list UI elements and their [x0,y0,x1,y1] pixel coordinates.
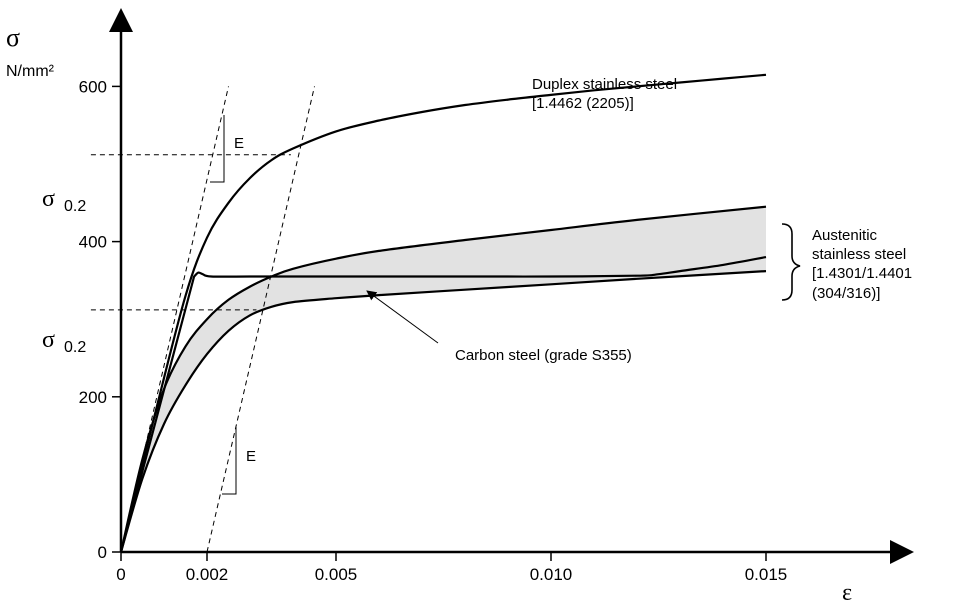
reference-lines-layer [90,86,315,553]
svg-text:Carbon steel (grade S355): Carbon steel (grade S355) [455,347,632,364]
proof-stress-label-lower: σ 0.2 [42,327,86,356]
svg-text:(304/316)]: (304/316)] [812,285,880,302]
x-tick-label-4: 0.015 [745,565,788,584]
svg-text:σ: σ [42,327,55,353]
svg-text:0.2: 0.2 [64,198,86,215]
svg-text:stainless steel: stainless steel [812,246,906,263]
austenitic-label: Austenitic stainless steel [1.4301/1.440… [781,223,912,302]
modulus-offset-line-1 [120,86,229,553]
duplex-curve [119,73,767,553]
x-tick-labels: 0 0.002 0.005 0.010 0.015 [116,552,787,584]
y-tick-label-1: 200 [79,388,107,407]
svg-text:Duplex stainless steel: Duplex stainless steel [532,76,677,93]
x-axis-symbol: ε [842,580,852,606]
svg-text:E: E [246,448,256,465]
y-tick-label-0: 0 [98,543,107,562]
austenitic-lower-curve [119,270,767,553]
svg-text:Austenitic: Austenitic [812,227,878,244]
austenitic-brace [781,223,801,301]
y-tick-label-2: 400 [79,233,107,252]
axes-layer [109,8,914,564]
austenitic-band-fill [121,206,766,552]
y-axis-unit: N/mm² [6,63,55,80]
carbon-steel-curve [119,256,767,553]
x-axis-arrowhead [890,540,914,564]
x-tick-label-2: 0.005 [315,565,358,584]
x-tick-label-0: 0 [116,565,125,584]
carbon-steel-annotation: Carbon steel (grade S355) [366,290,632,364]
svg-text:[1.4301/1.4401: [1.4301/1.4401 [812,265,912,282]
x-tick-label-1: 0.002 [186,565,229,584]
duplex-label: Duplex stainless steel [1.4462 (2205)] [532,76,677,112]
svg-text:σ: σ [42,186,55,212]
austenitic-band-layer [121,206,766,552]
y-tick-label-3: 600 [79,77,107,96]
svg-text:[1.4462 (2205)]: [1.4462 (2205)] [532,95,634,112]
modulus-marker-upper: E [210,115,244,183]
y-axis-arrowhead [109,8,133,32]
carbon-steel-arrow [366,290,439,344]
austenitic-upper-curve [119,205,767,553]
y-axis-symbol: σ [6,23,20,52]
y-tick-labels: 0 200 400 600 [79,77,121,562]
curves-layer [119,73,767,553]
proof-stress-label-upper: σ 0.2 [42,186,86,215]
svg-text:E: E [234,135,244,152]
modulus-offset-line-2 [206,86,315,553]
modulus-marker-lower: E [222,427,256,495]
x-tick-label-3: 0.010 [530,565,573,584]
svg-text:0.2: 0.2 [64,339,86,356]
